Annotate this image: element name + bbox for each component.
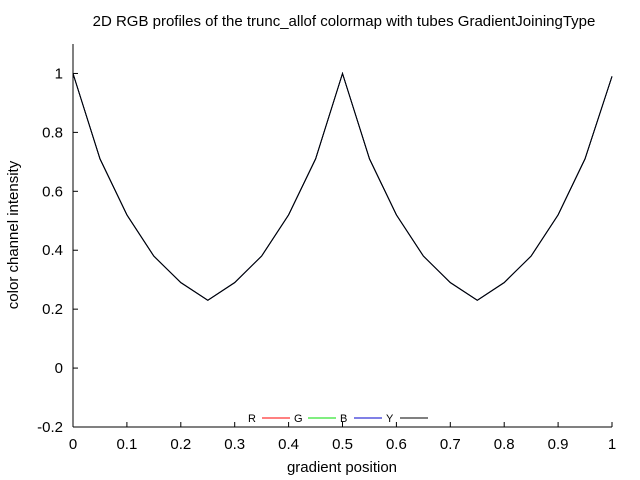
- x-axis-label: gradient position: [287, 459, 397, 476]
- y-tick-label: 0.6: [42, 183, 63, 200]
- y-tick-label: 0.4: [42, 242, 63, 259]
- y-axis-ticks: -0.2 0 0.2 0.4 0.6 0.8 1: [37, 65, 78, 436]
- plot-area: [72, 71, 613, 301]
- x-tick-label: 0.2: [170, 436, 191, 453]
- legend-label-y: Y: [386, 413, 394, 425]
- y-tick-label: -0.2: [37, 419, 63, 436]
- x-axis-ticks: 0 0.1 0.2 0.3 0.4 0.5 0.6 0.7 0.8 0.9 1: [69, 422, 616, 453]
- legend-label-r: R: [248, 413, 256, 425]
- x-tick-label: 1: [608, 436, 616, 453]
- legend-label-b: B: [340, 413, 347, 425]
- x-tick-label: 0.6: [386, 436, 407, 453]
- y-tick-label: 0.2: [42, 301, 63, 318]
- legend-label-g: G: [294, 413, 303, 425]
- y-tick-label: 0.8: [42, 124, 63, 141]
- series-line-y: [72, 71, 613, 301]
- x-tick-label: 0.4: [278, 436, 299, 453]
- x-tick-label: 0.8: [494, 436, 515, 453]
- x-tick-label: 0.7: [440, 436, 461, 453]
- x-tick-label: 0.9: [548, 436, 569, 453]
- y-tick-label: 1: [55, 65, 63, 82]
- x-tick-label: 0.1: [116, 436, 137, 453]
- x-tick-label: 0.5: [332, 436, 353, 453]
- x-tick-label: 0: [69, 436, 77, 453]
- y-tick-label: 0: [55, 360, 63, 377]
- chart-title: 2D RGB profiles of the trunc_allof color…: [93, 13, 596, 30]
- x-tick-label: 0.3: [224, 436, 245, 453]
- y-axis-label: color channel intensity: [5, 160, 22, 309]
